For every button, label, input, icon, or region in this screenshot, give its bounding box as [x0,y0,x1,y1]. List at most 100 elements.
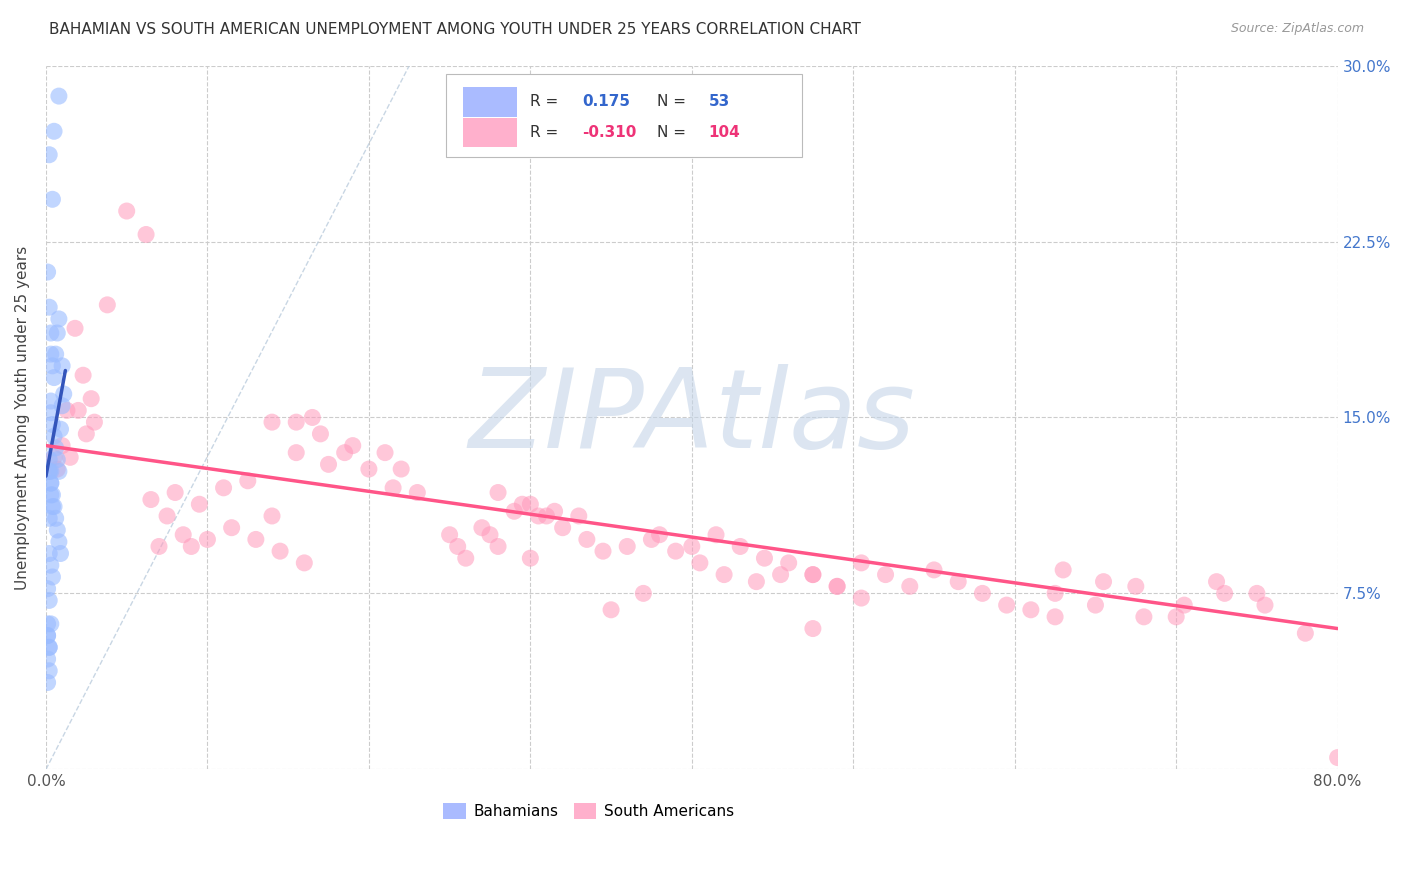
Point [139,492,162,507]
FancyBboxPatch shape [463,87,517,117]
Text: N =: N = [657,95,690,110]
Point [49,547,72,561]
Point [46,462,69,476]
FancyBboxPatch shape [463,118,517,147]
Text: -0.310: -0.310 [582,125,637,140]
Point [454,551,477,566]
Point [825,579,848,593]
Point [382,481,405,495]
Point [875,567,897,582]
Point [471,521,494,535]
Point [948,574,970,589]
Point [156,508,179,523]
Point [37,616,59,631]
Text: R =: R = [530,95,564,110]
Point [309,426,332,441]
Point [38,464,60,478]
Point [510,497,533,511]
Point [46,326,69,340]
Point [1043,610,1066,624]
Point [37,629,59,643]
Text: Source: ZipAtlas.com: Source: ZipAtlas.com [1230,22,1364,36]
Point [995,598,1018,612]
Point [1125,579,1147,593]
Point [801,622,824,636]
Point [188,497,211,511]
Point [38,147,60,161]
Text: 53: 53 [709,95,730,110]
Point [42,500,65,514]
Point [745,574,768,589]
Legend: Bahamians, South Americans: Bahamians, South Americans [437,797,741,825]
Point [38,593,60,607]
Point [260,415,283,429]
Point [285,445,308,459]
Point [48,89,70,103]
Point [39,476,62,491]
Point [406,485,429,500]
Point [75,426,97,441]
Point [728,540,751,554]
Point [41,488,63,502]
Point [825,579,848,593]
Point [39,488,62,502]
Point [63,321,86,335]
Point [801,567,824,582]
Point [38,300,60,314]
Text: ZIPAtlas: ZIPAtlas [468,364,915,471]
Point [972,586,994,600]
Point [39,476,62,491]
Text: BAHAMIAN VS SOUTH AMERICAN UNEMPLOYMENT AMONG YOUTH UNDER 25 YEARS CORRELATION C: BAHAMIAN VS SOUTH AMERICAN UNEMPLOYMENT … [49,22,860,37]
Point [292,556,315,570]
Point [41,359,63,373]
Point [42,429,65,443]
Point [46,523,69,537]
Point [769,567,792,582]
Point [51,399,73,413]
Point [49,422,72,436]
Point [236,474,259,488]
Point [478,527,501,541]
Point [551,521,574,535]
Text: R =: R = [530,125,564,140]
Point [59,450,82,465]
Point [37,629,59,643]
Point [357,462,380,476]
Point [301,410,323,425]
Point [38,640,60,655]
Point [1294,626,1316,640]
Point [41,570,63,584]
Point [260,508,283,523]
Point [39,558,62,573]
Point [38,664,60,678]
Point [640,533,662,547]
Point [592,544,614,558]
Point [37,652,59,666]
Point [486,540,509,554]
Text: N =: N = [657,125,690,140]
Point [527,508,550,523]
Point [801,567,824,582]
Point [172,527,194,541]
Point [269,544,291,558]
Y-axis label: Unemployment Among Youth under 25 years: Unemployment Among Youth under 25 years [15,245,30,590]
Point [778,556,800,570]
Point [41,417,63,432]
Point [1043,586,1066,600]
Point [41,500,63,514]
Point [922,563,945,577]
Point [39,406,62,420]
Point [67,403,90,417]
Point [318,458,340,472]
Point [148,540,170,554]
Point [37,265,59,279]
Point [48,534,70,549]
Point [41,192,63,206]
Point [39,347,62,361]
Point [1246,586,1268,600]
Point [37,675,59,690]
Point [46,452,69,467]
Point [1052,563,1074,577]
Point [486,485,509,500]
Point [333,445,356,459]
